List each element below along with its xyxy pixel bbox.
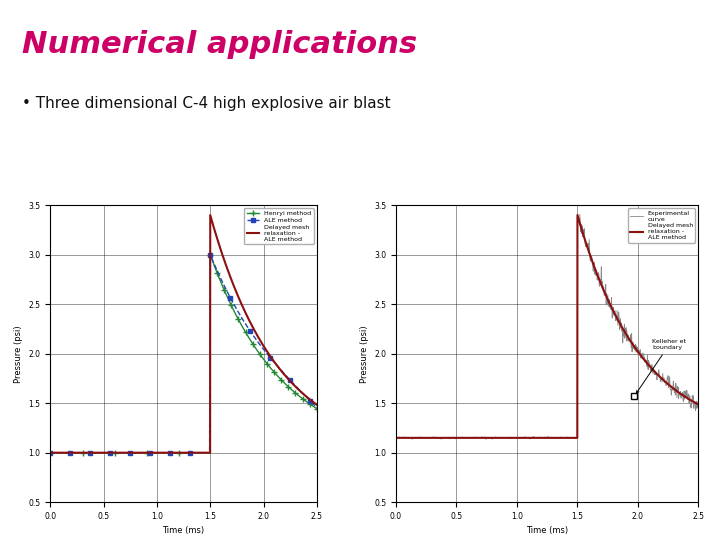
Line: Experimental
curve: Experimental curve — [396, 214, 698, 440]
Delayed mesh
relaxation -
ALE method — [392, 435, 400, 441]
ALE method — [242, 322, 251, 328]
Experimental
curve — [417, 435, 426, 441]
Delayed mesh
relaxation -
ALE method — [591, 266, 600, 273]
ALE method — [312, 404, 321, 410]
Delayed mesh
relaxation -
ALE method — [651, 369, 660, 376]
ALE method — [217, 275, 225, 282]
Experimental
curve — [612, 316, 621, 322]
Line: ALE method: ALE method — [49, 253, 318, 455]
X-axis label: Time (ms): Time (ms) — [163, 526, 204, 536]
Delayed mesh
relaxation -
ALE method — [242, 311, 251, 318]
Text: • Three dimensional C-4 high explosive air blast: • Three dimensional C-4 high explosive a… — [22, 96, 390, 111]
Henryi method — [261, 359, 270, 365]
ALE method — [180, 449, 189, 456]
Experimental
curve — [665, 374, 674, 380]
Experimental
curve — [573, 211, 582, 217]
Line: Henryi method: Henryi method — [48, 252, 320, 455]
Experimental
curve — [472, 435, 481, 441]
Delayed mesh
relaxation -
ALE method — [694, 401, 703, 408]
ALE method — [81, 449, 89, 456]
Line: Delayed mesh
relaxation -
ALE method: Delayed mesh relaxation - ALE method — [50, 215, 317, 453]
ALE method — [46, 449, 55, 456]
Delayed mesh
relaxation -
ALE method — [261, 346, 270, 352]
Delayed mesh
relaxation -
ALE method — [248, 324, 257, 330]
Henryi method — [222, 291, 230, 297]
Henryi method — [46, 449, 55, 456]
Legend: Experimental
curve, Delayed mesh
relaxation -
ALE method: Experimental curve, Delayed mesh relaxat… — [628, 208, 696, 242]
Henryi method — [275, 374, 284, 381]
Henryi method — [130, 449, 139, 456]
Delayed mesh
relaxation -
ALE method — [222, 262, 230, 268]
Experimental
curve — [392, 434, 400, 441]
Text: Pressure plot at 5 feet: Pressure plot at 5 feet — [174, 153, 402, 171]
Delayed mesh
relaxation -
ALE method — [46, 449, 55, 456]
ALE method — [192, 449, 201, 456]
Delayed mesh
relaxation -
ALE method — [573, 212, 582, 218]
Delayed mesh
relaxation -
ALE method — [312, 401, 321, 408]
X-axis label: Time (ms): Time (ms) — [526, 526, 568, 536]
Delayed mesh
relaxation -
ALE method — [487, 435, 495, 441]
Henryi method — [206, 252, 215, 258]
Delayed mesh
relaxation -
ALE method — [130, 449, 139, 456]
Henryi method — [248, 340, 257, 347]
Y-axis label: Pressure (psi): Pressure (psi) — [14, 325, 23, 382]
Experimental
curve — [482, 436, 490, 443]
Delayed mesh
relaxation -
ALE method — [636, 352, 644, 358]
Line: Delayed mesh
relaxation -
ALE method: Delayed mesh relaxation - ALE method — [396, 215, 698, 438]
Delayed mesh
relaxation -
ALE method — [275, 365, 284, 372]
Text: Kelleher et
boundary: Kelleher et boundary — [636, 339, 686, 393]
Experimental
curve — [636, 351, 644, 357]
Y-axis label: Pressure (psi): Pressure (psi) — [359, 325, 369, 382]
Delayed mesh
relaxation -
ALE method — [621, 330, 630, 336]
ALE method — [206, 252, 215, 258]
Text: Numerical applications: Numerical applications — [22, 30, 417, 59]
Legend: Henryi method, ALE method, Delayed mesh
relaxation -
ALE method: Henryi method, ALE method, Delayed mesh … — [244, 208, 314, 245]
Henryi method — [312, 406, 321, 412]
Henryi method — [242, 330, 251, 336]
Delayed mesh
relaxation -
ALE method — [206, 212, 215, 218]
ALE method — [142, 449, 150, 456]
Experimental
curve — [588, 259, 597, 265]
Delayed mesh
relaxation -
ALE method — [614, 318, 623, 324]
Experimental
curve — [694, 405, 703, 411]
